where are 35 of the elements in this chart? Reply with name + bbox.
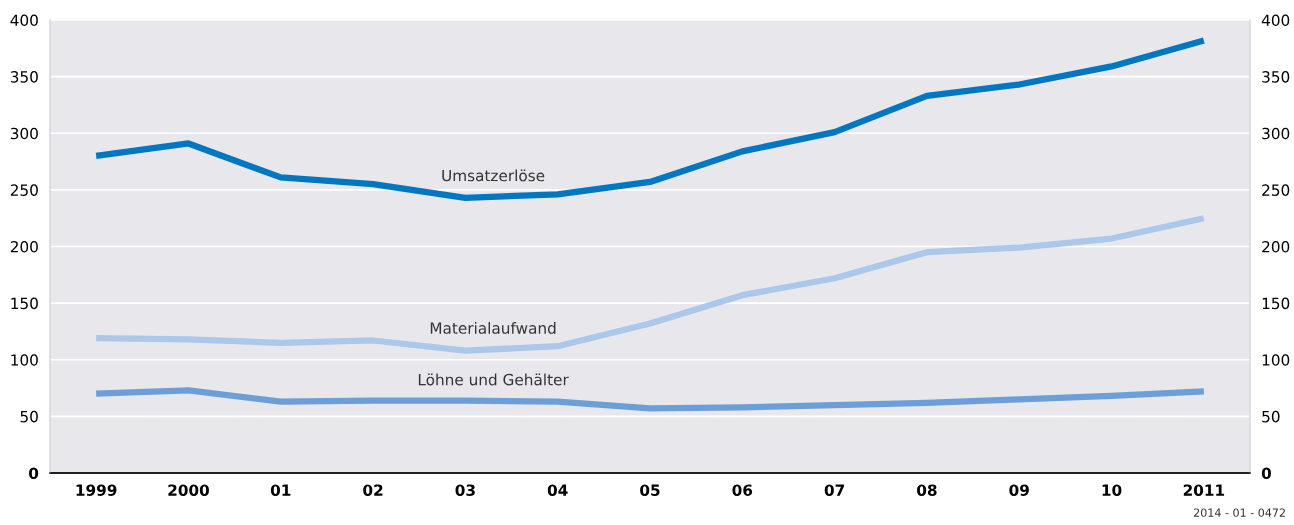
- y-tick-label: 400: [10, 14, 38, 27]
- y-tick-label: 250: [10, 184, 38, 196]
- y2-tick-label: 400: [1261, 14, 1290, 27]
- y2-tick-label: 50: [1262, 410, 1280, 423]
- y-tick-label: 150: [11, 297, 38, 310]
- x-tick-label: 10: [1102, 484, 1122, 496]
- x-tick-label: 02: [363, 484, 383, 496]
- x-tick-label: 05: [640, 484, 660, 496]
- y-tick-label: 350: [10, 71, 38, 83]
- y2-tick-label: 150: [1262, 297, 1290, 310]
- x-tick-label: 04: [547, 484, 568, 496]
- series-label: Materialaufwand: [430, 322, 556, 334]
- x-tick-label: 03: [455, 484, 475, 496]
- x-tick-label: 2000: [168, 484, 209, 496]
- y-tick-label: 100: [11, 354, 38, 366]
- text: 2014 - 01 - 0472: [1193, 508, 1285, 517]
- y2-tick-label: 100: [1262, 354, 1290, 366]
- y2-tick-label: 300: [1262, 127, 1290, 140]
- y2-tick-label: 350: [1262, 71, 1290, 83]
- x-tick-label: 06: [732, 484, 753, 496]
- y-tick-label: 300: [10, 127, 38, 140]
- y-tick-label: 50: [20, 410, 38, 423]
- y-tick-label: 200: [10, 240, 38, 253]
- y2-tick-label: 200: [1262, 240, 1290, 253]
- x-tick-label: 08: [917, 484, 937, 496]
- series-label: Löhne und Gehälter: [418, 373, 569, 386]
- x-tick-label: 09: [1009, 484, 1029, 496]
- x-tick-label: 2011: [1183, 484, 1225, 496]
- y2-tick-label: 0: [1261, 467, 1272, 480]
- y-tick-label: 0: [28, 467, 39, 480]
- x-tick-label: 1999: [76, 484, 117, 496]
- x-tick-label: 01: [270, 484, 291, 496]
- series-label: Umsatzerlöse: [442, 169, 545, 182]
- y2-tick-label: 250: [1262, 184, 1290, 196]
- x-tick-label: 07: [824, 484, 845, 496]
